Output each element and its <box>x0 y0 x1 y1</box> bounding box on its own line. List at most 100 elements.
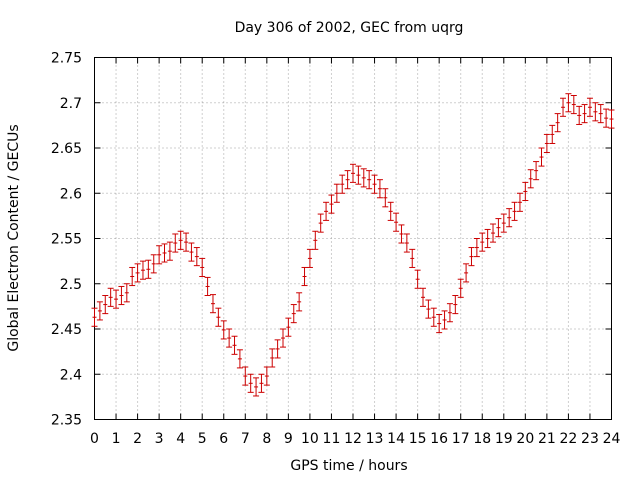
data-point <box>312 230 319 250</box>
data-point <box>242 366 249 386</box>
x-tick-labels: 0 1 2 3 4 5 6 7 8 9 10 11 12 13 14 15 16 17 18 19 20 21 22 23 24 <box>90 431 620 447</box>
data-point <box>253 377 260 397</box>
data-point <box>139 260 146 280</box>
y-tick-labels: 2.35 2.4 2.45 2.5 2.55 2.6 2.65 2.7 2.75 <box>51 51 82 429</box>
data-point <box>484 228 491 249</box>
data-point <box>161 243 168 263</box>
data-point <box>134 263 141 283</box>
data-point <box>301 266 308 287</box>
chart-title: Day 306 of 2002, GEC from uqrg <box>235 20 464 36</box>
data-point <box>603 108 610 128</box>
data-point <box>279 328 286 348</box>
data-point <box>102 295 109 315</box>
data-point <box>554 113 561 133</box>
x-tick-label: 23 <box>581 431 599 447</box>
x-tick-label: 5 <box>198 431 207 447</box>
data-point <box>570 95 577 115</box>
y-axis-label: Global Electron Content / GECUs <box>6 124 22 351</box>
y-tick-label: 2.6 <box>60 186 82 202</box>
data-point <box>398 224 405 244</box>
data-point <box>366 170 373 190</box>
data-point <box>463 263 470 283</box>
data-point <box>468 247 475 267</box>
data-point <box>317 213 324 233</box>
x-tick-label: 8 <box>262 431 271 447</box>
x-tick-label: 7 <box>241 431 250 447</box>
data-points <box>91 93 615 397</box>
data-point <box>258 373 265 393</box>
data-point <box>409 248 416 268</box>
data-point <box>452 295 459 315</box>
data-point <box>360 168 367 188</box>
data-point <box>592 102 599 122</box>
x-tick-label: 6 <box>219 431 228 447</box>
x-tick-label: 16 <box>430 431 448 447</box>
data-point <box>549 124 556 144</box>
data-point <box>306 248 313 268</box>
x-tick-label: 14 <box>387 431 405 447</box>
x-tick-label: 18 <box>473 431 491 447</box>
data-point <box>500 213 507 233</box>
data-point <box>414 269 421 289</box>
data-point <box>215 307 222 327</box>
data-point <box>495 218 502 238</box>
data-point <box>274 339 281 359</box>
data-point <box>457 278 464 298</box>
data-point <box>382 188 389 208</box>
data-point <box>113 289 120 309</box>
data-point <box>376 179 383 199</box>
data-point <box>96 301 103 321</box>
data-point <box>586 97 593 117</box>
data-point <box>565 93 572 113</box>
data-point <box>172 233 179 253</box>
axis-ticks <box>94 57 612 420</box>
x-tick-label: 17 <box>452 431 470 447</box>
x-tick-label: 24 <box>603 431 621 447</box>
data-point <box>118 285 125 306</box>
data-point <box>533 161 540 181</box>
data-point <box>269 348 276 368</box>
data-point <box>371 174 378 194</box>
x-tick-label: 12 <box>344 431 362 447</box>
x-tick-label: 1 <box>112 431 121 447</box>
data-point <box>209 294 216 314</box>
data-point <box>479 232 486 252</box>
data-point <box>425 299 432 319</box>
data-point <box>263 366 270 386</box>
data-point <box>446 303 453 323</box>
data-point <box>350 163 356 183</box>
data-point <box>150 254 157 274</box>
x-tick-label: 20 <box>516 431 534 447</box>
data-point <box>393 212 400 232</box>
y-tick-label: 2.35 <box>51 413 82 429</box>
x-tick-label: 22 <box>560 431 578 447</box>
data-point <box>597 104 604 124</box>
data-point <box>247 373 254 393</box>
data-point <box>511 201 518 221</box>
data-point <box>420 287 427 307</box>
data-point <box>576 105 583 125</box>
data-point <box>285 317 292 337</box>
x-tick-label: 4 <box>176 431 185 447</box>
data-point <box>355 165 362 185</box>
x-axis-label: GPS time / hours <box>290 458 407 474</box>
plot-frame <box>94 57 612 420</box>
data-point <box>166 241 173 261</box>
x-tick-label: 11 <box>323 431 341 447</box>
data-point <box>183 232 190 252</box>
data-point <box>107 287 114 307</box>
data-point <box>220 320 227 340</box>
x-tick-label: 13 <box>366 431 384 447</box>
data-point <box>226 328 233 348</box>
data-point <box>430 307 437 327</box>
data-point <box>236 349 243 369</box>
data-point <box>333 183 340 203</box>
data-point <box>516 192 523 212</box>
x-tick-label: 10 <box>301 431 319 447</box>
data-point <box>296 292 303 312</box>
data-point <box>123 283 130 303</box>
data-point <box>328 194 335 214</box>
data-point <box>290 304 297 324</box>
data-point <box>145 259 152 279</box>
